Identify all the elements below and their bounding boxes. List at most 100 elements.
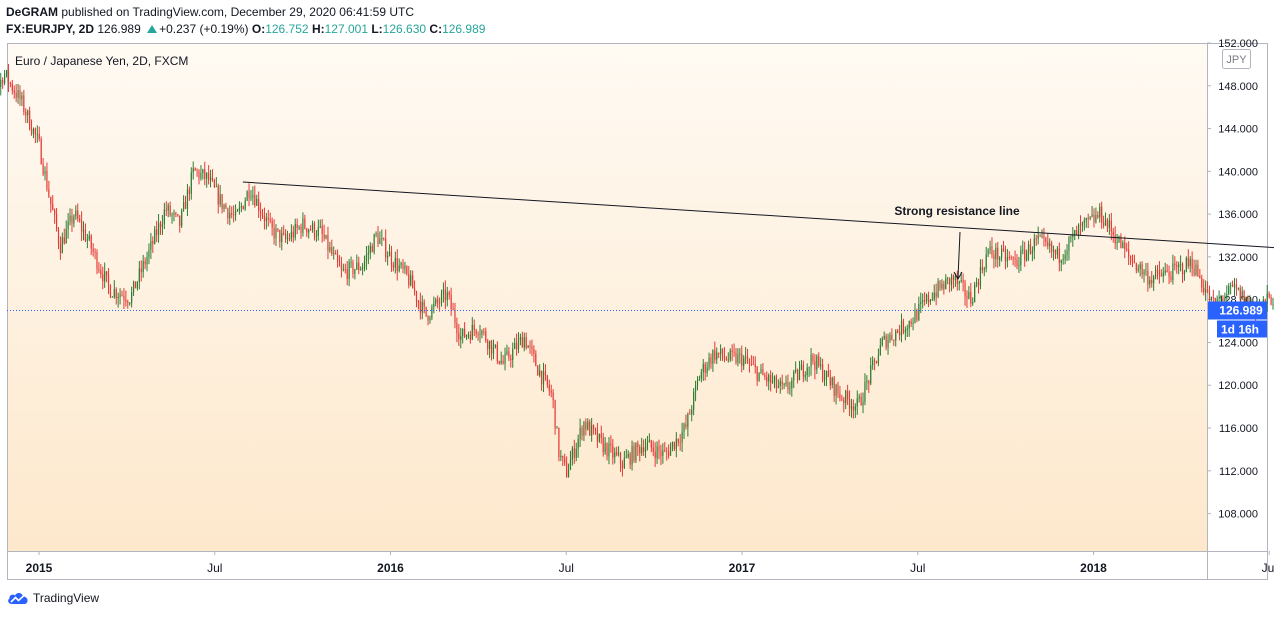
candle	[737, 348, 739, 367]
y-tick-label: 116.000	[1219, 423, 1258, 435]
candle-body	[146, 257, 148, 265]
candle-body	[914, 310, 916, 324]
candle	[142, 254, 144, 278]
candle-body	[458, 333, 460, 340]
candle	[1131, 254, 1134, 268]
candle	[104, 262, 106, 288]
candle-body	[773, 376, 776, 381]
candle-body	[471, 324, 473, 340]
candle-body	[1120, 236, 1122, 249]
candle	[263, 207, 266, 230]
candle-body	[1205, 289, 1207, 293]
candle-body	[7, 70, 10, 84]
candle-body	[88, 235, 90, 240]
candle	[67, 213, 69, 239]
candle-body	[36, 133, 38, 135]
candle	[129, 302, 131, 306]
candle	[121, 290, 123, 297]
candle-body	[968, 292, 970, 299]
candle	[202, 168, 204, 180]
candle	[591, 417, 593, 442]
candle	[435, 297, 437, 307]
candle	[175, 211, 177, 218]
candle	[331, 239, 333, 256]
candle	[363, 255, 366, 272]
x-tick-label: 2018	[1080, 561, 1107, 575]
candle	[55, 207, 58, 232]
candle	[895, 329, 897, 347]
candle-body	[793, 371, 795, 381]
candle-body	[1266, 293, 1268, 304]
candle-body	[1112, 231, 1114, 236]
candle-body	[379, 238, 381, 245]
candle	[340, 256, 343, 278]
candle-body	[265, 217, 267, 222]
candle-body	[55, 214, 58, 230]
candle	[785, 375, 787, 387]
y-tick-label: 152.000	[1218, 38, 1258, 50]
candle-body	[629, 454, 631, 465]
candle	[485, 327, 487, 343]
candle-body	[375, 233, 377, 235]
candle-body	[933, 292, 935, 300]
candle	[11, 79, 13, 95]
candle-body	[591, 425, 593, 436]
candle	[658, 439, 660, 460]
candle	[190, 167, 192, 200]
candle	[760, 364, 762, 374]
candle-body	[208, 173, 210, 181]
candle	[843, 396, 845, 413]
candle-body	[1106, 219, 1109, 228]
candle-body	[182, 201, 185, 211]
candle-body	[240, 206, 242, 208]
candle	[1129, 255, 1132, 266]
candle-body	[997, 247, 999, 260]
candle	[1149, 276, 1151, 289]
candle	[1035, 234, 1037, 246]
last-price-tag: 126.989	[1208, 301, 1267, 320]
candle-body	[641, 447, 643, 454]
candle	[762, 363, 764, 376]
candle-body	[423, 301, 425, 307]
candle-body	[244, 200, 246, 209]
candle-body	[1108, 220, 1110, 228]
candle-body	[652, 447, 654, 452]
candle-body	[115, 289, 117, 299]
candle-body	[275, 228, 277, 239]
x-tick-label: 2015	[26, 561, 53, 575]
candle-body	[1268, 293, 1270, 298]
candle-body	[877, 355, 880, 364]
candle	[621, 460, 624, 477]
candle-body	[1151, 279, 1153, 284]
candle-body	[537, 366, 539, 376]
candle	[533, 345, 535, 363]
candle-body	[82, 229, 85, 232]
candle	[625, 449, 627, 459]
candle	[666, 447, 668, 461]
candle-body	[833, 377, 835, 396]
candle	[852, 399, 854, 419]
candle	[184, 195, 187, 209]
candle	[825, 370, 828, 387]
candle-body	[596, 430, 599, 442]
candle	[57, 226, 60, 250]
candle	[261, 208, 264, 219]
annotation-arrow-head	[953, 271, 963, 281]
candle	[132, 280, 135, 296]
candle-body	[918, 303, 920, 320]
tradingview-brand[interactable]: TradingView	[7, 591, 99, 605]
candle	[500, 351, 502, 365]
candle	[1033, 233, 1035, 260]
candle	[977, 278, 980, 294]
candle-body	[369, 246, 371, 254]
candle-body	[404, 266, 406, 269]
candle-body	[889, 334, 891, 341]
candle	[425, 306, 427, 318]
candle	[725, 356, 727, 361]
candle-body	[27, 110, 29, 116]
candle	[465, 334, 468, 341]
candle	[204, 161, 206, 186]
candle	[542, 362, 545, 393]
candle	[238, 201, 241, 215]
